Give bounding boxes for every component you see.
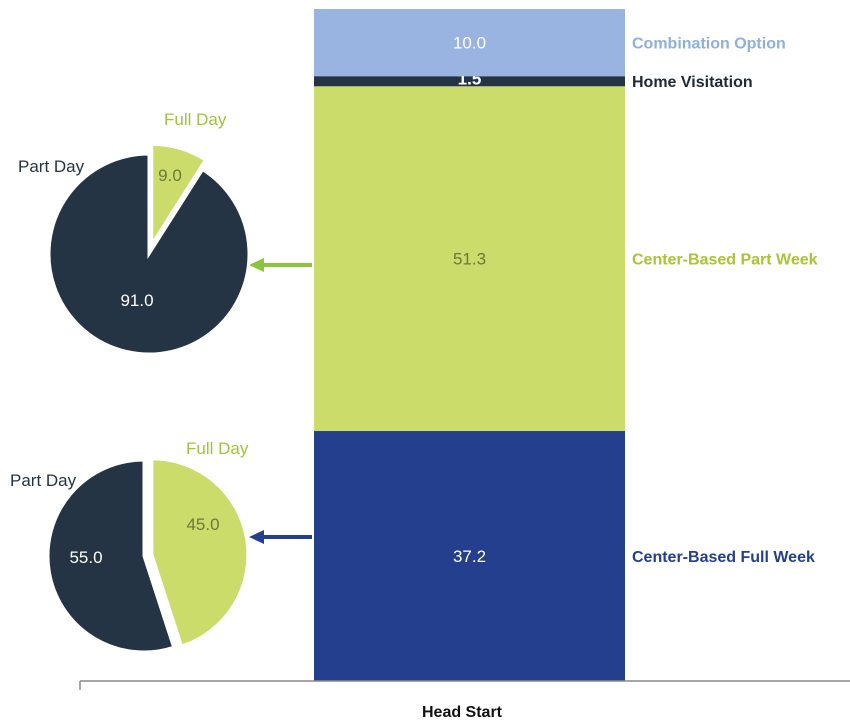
- arrow-full-week: [249, 530, 312, 544]
- arrow-part-week: [249, 258, 312, 272]
- x-axis-label: Head Start: [422, 704, 503, 720]
- pie-part-week: 91.0 Part Day 9.0 Full Day: [18, 110, 251, 356]
- pie-value-full-day: 9.0: [158, 166, 182, 185]
- bar-value-combination-option: 10.0: [453, 34, 486, 53]
- stacked-bar: 37.251.31.510.0: [314, 9, 625, 681]
- connector-arrows: [249, 258, 312, 544]
- pie-name-part-day: Part Day: [10, 471, 77, 490]
- legend-combination-option: Combination Option: [632, 36, 786, 53]
- bar-value-center-based-full-week: 37.2: [453, 547, 486, 566]
- bar-value-center-based-part-week: 51.3: [453, 250, 486, 269]
- pie-value-part-day: 55.0: [69, 548, 102, 567]
- legend-center-based-full-week: Center-Based Full Week: [632, 549, 815, 566]
- bar-segment-combination-option: [314, 9, 625, 77]
- bar-segment-center-based-full-week: [314, 431, 625, 681]
- pie-full-week: 55.0 Part Day 45.0 Full Day: [10, 439, 250, 654]
- pie-name-full-day: Full Day: [164, 110, 227, 129]
- legend-home-visitation: Home Visitation: [632, 74, 753, 91]
- pie-name-full-day: Full Day: [186, 439, 249, 458]
- pie-slice-full-day: [150, 457, 250, 648]
- bar-segment-center-based-part-week: [314, 86, 625, 432]
- pie-name-part-day: Part Day: [18, 157, 85, 176]
- bar-segment-home-visitation: [314, 76, 625, 87]
- pie-value-part-day: 91.0: [120, 291, 153, 310]
- pie-slice-full-day: [150, 142, 208, 250]
- legend-center-based-part-week: Center-Based Part Week: [632, 252, 818, 269]
- pie-slice-part-day: [47, 152, 251, 356]
- pie-value-full-day: 45.0: [186, 515, 219, 534]
- bar-legend: Center-Based Full Week Center-Based Part …: [632, 36, 818, 566]
- pie-slice-part-day: [46, 458, 176, 654]
